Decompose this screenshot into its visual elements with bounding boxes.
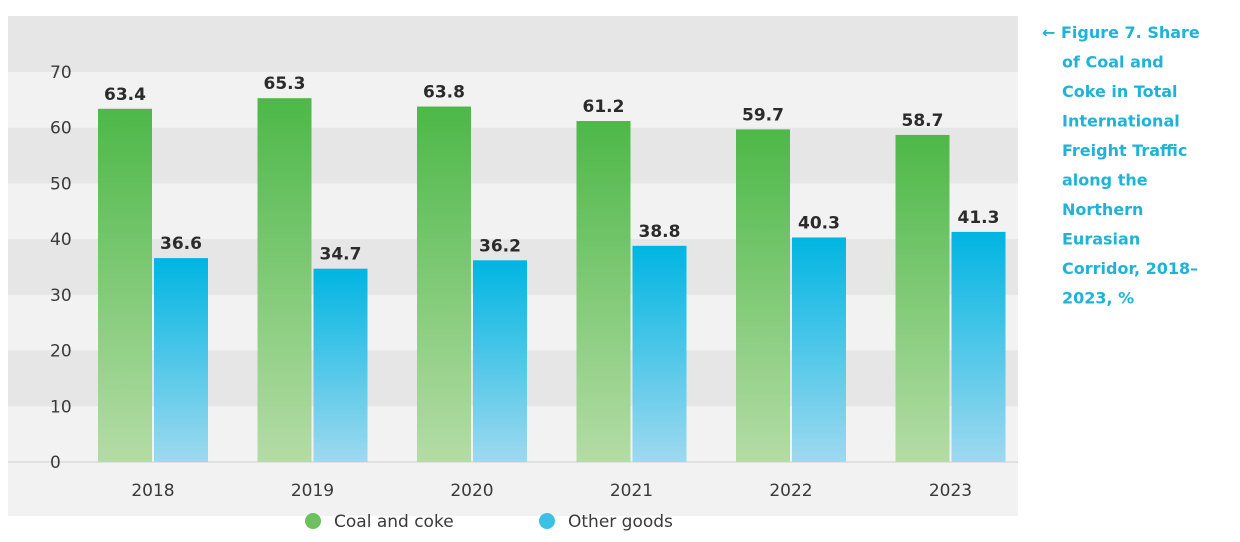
x-tick-label: 2020 (450, 481, 493, 501)
bar-coal-and-coke-2023 (895, 134, 950, 462)
data-label: 61.2 (583, 97, 625, 117)
y-tick-label: 60 (50, 119, 72, 139)
caption-line: Freight Traffic (1062, 141, 1187, 160)
grid-band (8, 16, 1018, 72)
grid-band (8, 127, 1018, 184)
data-label: 36.2 (479, 236, 521, 256)
y-tick-label: 50 (50, 174, 72, 194)
x-tick-label: 2022 (769, 481, 812, 501)
caption-line: along the (1062, 171, 1148, 190)
legend: Coal and coke Other goods (305, 512, 673, 532)
y-axis: 0 10 20 30 40 50 60 70 (50, 63, 72, 473)
y-tick-label: 40 (50, 230, 72, 250)
data-label: 36.6 (160, 234, 202, 254)
bar-coal-and-coke-2018 (98, 108, 152, 463)
bar-other-goods-2022 (792, 237, 846, 462)
bar-other-goods-2018 (154, 258, 208, 462)
caption-line: Corridor, 2018– (1062, 259, 1198, 278)
legend-swatch (305, 513, 321, 529)
caption-line: International (1062, 112, 1180, 131)
caption-line: Coke in Total (1062, 82, 1178, 101)
y-tick-label: 0 (50, 453, 61, 473)
y-tick-label: 30 (50, 286, 72, 306)
bars-group (98, 98, 1006, 463)
data-label: 59.7 (742, 105, 784, 125)
bar-coal-and-coke-2021 (576, 121, 631, 463)
caption-line: 2023, % (1062, 289, 1134, 308)
bar-other-goods-2021 (632, 245, 687, 462)
legend-swatch (539, 513, 555, 529)
bar-other-goods-2020 (473, 260, 527, 462)
x-tick-label: 2019 (291, 481, 334, 501)
data-label: 65.3 (264, 74, 306, 94)
bar-other-goods-2019 (313, 268, 368, 462)
data-label: 40.3 (798, 213, 840, 233)
y-tick-label: 10 (50, 397, 72, 417)
legend-label: Other goods (568, 512, 673, 532)
data-label: 38.8 (639, 222, 681, 242)
caption-line: of Coal and (1062, 53, 1164, 72)
data-label: 34.7 (320, 245, 362, 265)
caption-line: Eurasian (1062, 230, 1140, 249)
bar-coal-and-coke-2022 (736, 129, 790, 462)
data-label: 41.3 (958, 208, 1000, 228)
legend-label: Coal and coke (334, 512, 454, 532)
data-labels: 63.4 36.6 65.3 34.7 63.8 36.2 61.2 38.8 59.7 40.3… (104, 74, 999, 264)
y-tick-label: 20 (50, 342, 72, 362)
bar-coal-and-coke-2019 (257, 98, 312, 462)
data-label: 63.8 (423, 83, 465, 103)
x-tick-label: 2023 (929, 481, 972, 501)
caption-line: ← Figure 7. Share (1042, 23, 1200, 42)
bar-coal-and-coke-2020 (417, 106, 471, 463)
bar-other-goods-2023 (951, 231, 1006, 462)
caption-line: Northern (1062, 200, 1143, 219)
y-tick-label: 70 (50, 63, 72, 83)
data-label: 63.4 (104, 85, 146, 105)
x-tick-label: 2021 (610, 481, 653, 501)
data-label: 58.7 (902, 111, 944, 131)
figure-caption: ← Figure 7. Share of Coal and Coke in Tota… (1042, 23, 1200, 308)
x-axis: 2018 2019 2020 2021 2022 2023 (131, 481, 972, 501)
x-tick-label: 2018 (131, 481, 174, 501)
